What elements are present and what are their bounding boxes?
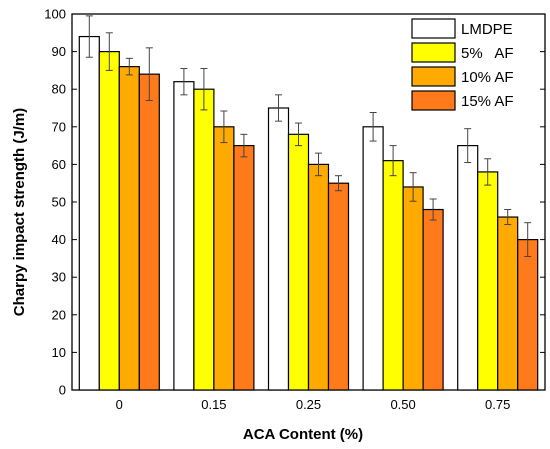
legend-swatch — [411, 66, 456, 87]
y-tick-label: 30 — [52, 270, 66, 285]
bar — [497, 216, 519, 391]
x-tick-label: 0.75 — [485, 397, 510, 412]
y-tick-label: 0 — [59, 383, 66, 398]
y-tick-label: 100 — [44, 7, 66, 22]
bar — [362, 126, 384, 391]
y-tick-label: 60 — [52, 157, 66, 172]
bar — [118, 66, 140, 391]
bar — [138, 73, 160, 391]
legend-swatch — [411, 18, 456, 39]
bar — [517, 239, 539, 391]
legend-swatch — [411, 90, 456, 111]
legend-swatch — [411, 42, 456, 63]
legend-label: 5% AF — [461, 45, 514, 62]
y-axis-title: Charpy impact strength (J/m) — [11, 108, 28, 316]
legend-label: 15% AF — [461, 93, 514, 110]
legend-label: 10% AF — [461, 69, 514, 86]
y-tick-label: 90 — [52, 44, 66, 59]
bar — [173, 81, 195, 391]
x-tick-label: 0.15 — [201, 397, 226, 412]
bar — [327, 182, 350, 391]
x-tick-label: 0.50 — [390, 397, 415, 412]
bar — [193, 88, 215, 391]
y-tick-label: 10 — [52, 345, 66, 360]
bar — [213, 126, 235, 391]
bar — [267, 107, 290, 391]
x-tick-label: 0.25 — [296, 397, 321, 412]
bar — [402, 186, 424, 391]
bar — [382, 160, 404, 391]
y-tick-label: 50 — [52, 195, 66, 210]
bar — [422, 208, 444, 391]
y-tick-label: 80 — [52, 82, 66, 97]
x-axis-title: ACA Content (%) — [243, 426, 363, 443]
bar — [98, 50, 120, 391]
y-tick-label: 20 — [52, 307, 66, 322]
bar — [307, 163, 330, 391]
x-tick-label: 0 — [116, 397, 123, 412]
bar — [78, 35, 100, 391]
y-tick-label: 40 — [52, 232, 66, 247]
bar — [477, 171, 499, 391]
y-tick-label: 70 — [52, 119, 66, 134]
legend: LMDPE 5% AF 10% AF 15% AF — [411, 18, 514, 111]
bar — [457, 145, 479, 391]
legend-label: LMDPE — [461, 21, 513, 38]
bar — [287, 133, 310, 391]
bar — [233, 145, 255, 391]
